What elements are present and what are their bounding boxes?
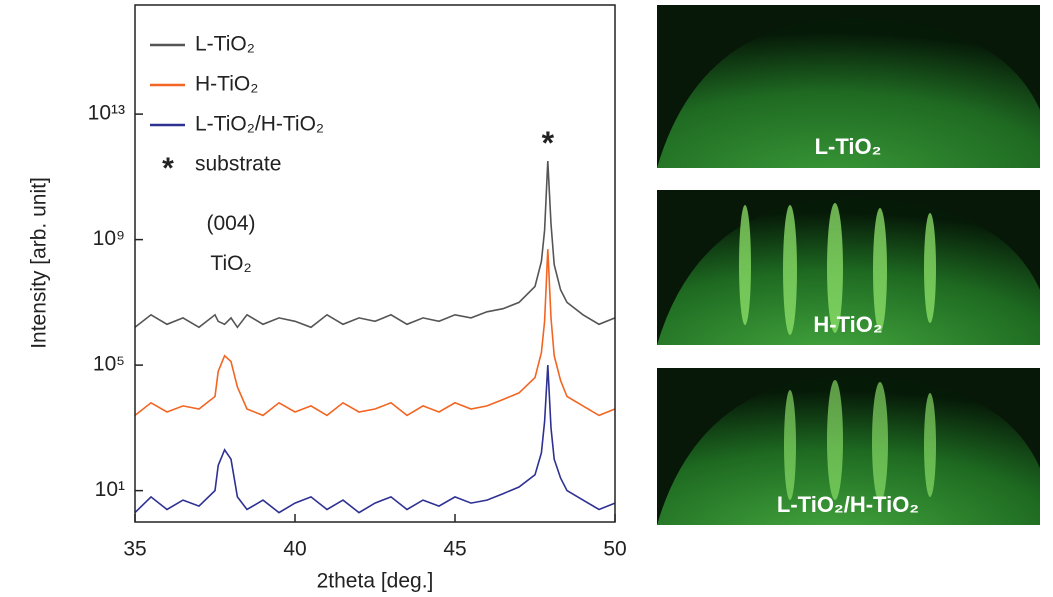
- image-label: L-TiO₂/H-TiO₂: [777, 492, 919, 517]
- rheed-streaks: [784, 380, 936, 502]
- legend-label: H-TiO₂: [195, 73, 258, 96]
- rheed-glow: [657, 376, 1040, 525]
- legend-label: L-TiO₂/H-TiO₂: [195, 113, 324, 136]
- plot-frame: [134, 4, 616, 523]
- x-tick-label: 45: [443, 538, 466, 561]
- legend-label: L-TiO₂: [195, 33, 255, 56]
- y-tick-label: 10¹³: [88, 102, 125, 125]
- y-tick-label: 10¹: [95, 478, 125, 501]
- legend-label: substrate: [195, 153, 281, 176]
- data-line: [134, 249, 616, 417]
- data-line: [134, 160, 616, 329]
- image-label: L-TiO₂: [815, 134, 882, 159]
- x-tick-label: 35: [123, 538, 146, 561]
- rheed-streaks: [739, 203, 936, 335]
- x-tick-label: 40: [283, 538, 306, 561]
- y-tick-label: 10⁵: [93, 353, 125, 376]
- y-tick-label: 10⁹: [93, 227, 125, 250]
- rheed-panels: L-TiO₂ H-TiO₂ L-TiO₂/H-TiO₂: [657, 5, 1040, 525]
- annotation: TiO₂: [210, 252, 251, 275]
- annotation: (004): [206, 212, 255, 235]
- x-axis-label: 2theta [deg.]: [317, 570, 434, 593]
- rheed-glow: [657, 18, 1040, 168]
- legend-symbol: *: [162, 152, 174, 185]
- y-axis-label: Intensity [arb. unit]: [28, 177, 51, 349]
- x-tick-label: 50: [603, 538, 626, 561]
- data-line: [134, 365, 616, 514]
- image-label: H-TiO₂: [813, 312, 882, 337]
- rheed-glow: [657, 198, 1040, 345]
- annotation: *: [542, 125, 555, 161]
